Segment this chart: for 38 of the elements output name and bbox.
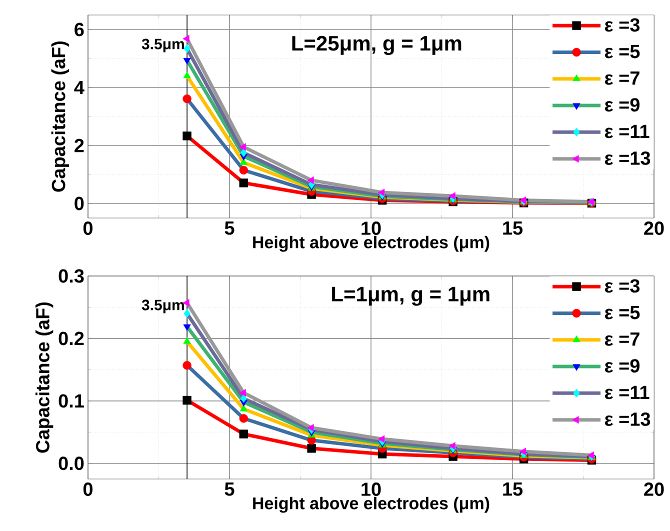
y-tick-label: 6	[74, 22, 84, 36]
y-axis-title: Capacitance (aF)	[51, 41, 70, 192]
x-axis-title: Height above electrodes (μm)	[253, 496, 490, 513]
annotation: L=1μm, g = 1μm	[332, 286, 490, 306]
legend-label: ε =3	[604, 18, 640, 32]
y-tick-label: 0.1	[58, 394, 84, 408]
x-tick-label: 20	[644, 482, 664, 496]
y-tick-label: 2	[74, 138, 84, 152]
x-tick-label: 0	[83, 222, 93, 235]
y-tick-label: 0	[74, 196, 84, 210]
y-tick-label: 0.3	[58, 269, 84, 283]
legend-label: ε =11	[604, 124, 650, 138]
ref-line-label: 3.5μm	[142, 38, 184, 52]
x-tick-label: 0	[83, 482, 93, 496]
annotation: L=25μm, g = 1μm	[292, 36, 462, 56]
legend-label: ε =13	[604, 151, 650, 165]
y-tick-label: 0.0	[58, 456, 84, 470]
ref-line-label: 3.5μm	[142, 300, 184, 314]
legend-label: ε =9	[604, 98, 640, 112]
legend-label: ε =7	[604, 332, 640, 346]
y-axis-title: Capacitance (aF)	[35, 302, 54, 453]
legend-label: ε =5	[604, 44, 640, 58]
x-tick-label: 10	[362, 222, 381, 235]
x-tick-label: 15	[503, 222, 523, 235]
legend-label: ε =11	[604, 386, 650, 400]
x-tick-label: 10	[362, 482, 381, 496]
y-tick-label: 0.2	[58, 332, 84, 346]
legend-label: ε =7	[604, 72, 640, 85]
y-tick-label: 4	[74, 80, 84, 94]
x-tick-label: 20	[644, 222, 664, 235]
x-tick-label: 15	[503, 482, 523, 496]
x-axis-title: Height above electrodes (μm)	[253, 236, 490, 252]
x-tick-label: 5	[224, 222, 234, 235]
legend-label: ε =9	[604, 359, 640, 373]
x-tick-label: 5	[224, 482, 234, 496]
legend-label: ε =3	[604, 279, 640, 293]
legend-label: ε =5	[604, 306, 640, 320]
legend-label: ε =13	[604, 412, 650, 426]
